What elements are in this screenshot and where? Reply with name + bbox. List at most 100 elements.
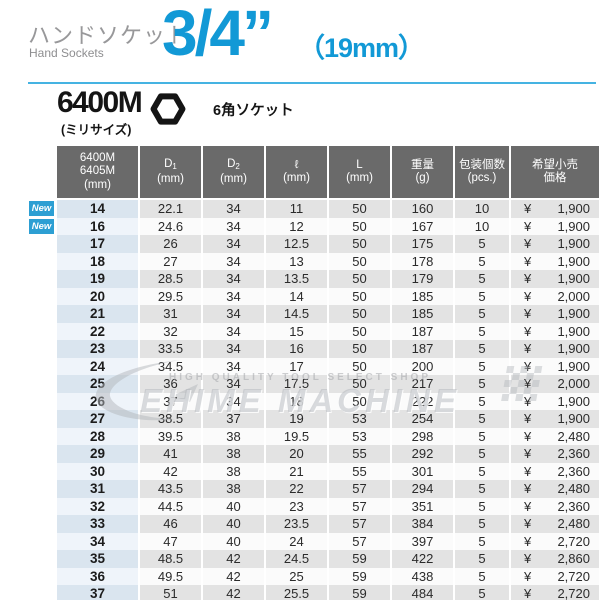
cell-d1: 37 (140, 392, 201, 410)
cell-pcs: 5 (455, 410, 509, 428)
cell-d2: 34 (203, 392, 264, 410)
cell-d2: 34 (203, 200, 264, 218)
cell-d2: 42 (203, 585, 264, 600)
cell-l: 13.5 (266, 270, 327, 288)
cell-size: 25 (57, 375, 138, 393)
cell-d2: 34 (203, 375, 264, 393)
cell-L: 50 (329, 287, 390, 305)
table-row-size-16: New 16 24.6 34 12 50 167 10 ¥1,900 (29, 217, 599, 235)
new-badge: New (29, 218, 54, 234)
cell-d1: 48.5 (140, 550, 201, 568)
cell-d2: 38 (203, 427, 264, 445)
column-header-weight: 重量 (g) (392, 146, 453, 198)
table-row-size-19: 19 28.5 34 13.5 50 179 5 ¥1,900 (57, 270, 599, 288)
cell-pcs: 5 (455, 515, 509, 533)
cell-price: ¥2,360 (511, 462, 599, 480)
cell-pcs: 5 (455, 305, 509, 323)
cell-d1: 27 (140, 252, 201, 270)
cell-price: ¥2,000 (511, 375, 599, 393)
cell-l: 23 (266, 497, 327, 515)
cell-price: ¥1,900 (511, 200, 599, 218)
table-row-size-34: 34 47 40 24 57 397 5 ¥2,720 (57, 532, 599, 550)
cell-pcs: 5 (455, 322, 509, 340)
new-badge: New (29, 201, 54, 216)
cell-weight: 187 (392, 322, 453, 340)
cell-l: 11 (266, 200, 327, 218)
cell-price: ¥1,900 (511, 252, 599, 270)
cell-l: 19 (266, 410, 327, 428)
column-header-d2: D2 (mm) (203, 146, 264, 198)
cell-L: 50 (329, 340, 390, 358)
cell-weight: 217 (392, 375, 453, 393)
cell-l: 13 (266, 252, 327, 270)
cell-l: 14 (266, 287, 327, 305)
cell-weight: 222 (392, 392, 453, 410)
table-header-row: 6400M 6405M (mm) D1 (mm) D2 (mm) ℓ (mm) L (mm) 重量 (g… (57, 146, 599, 198)
table-row-size-28: 28 39.5 38 19.5 53 298 5 ¥2,480 (57, 427, 599, 445)
cell-weight: 185 (392, 287, 453, 305)
drive-size-mm: （19mm） (298, 33, 425, 63)
cell-l: 23.5 (266, 515, 327, 533)
table-row-size-22: 22 32 34 15 50 187 5 ¥1,900 (57, 322, 599, 340)
page-title-english: Hand Sockets (29, 46, 104, 60)
cell-weight: 422 (392, 550, 453, 568)
cell-price: ¥1,900 (511, 235, 599, 253)
cell-pcs: 5 (455, 480, 509, 498)
cell-d1: 26 (140, 235, 201, 253)
cell-weight: 185 (392, 305, 453, 323)
cell-l: 25.5 (266, 585, 327, 600)
cell-L: 50 (329, 235, 390, 253)
table-row-size-23: 23 33.5 34 16 50 187 5 ¥1,900 (57, 340, 599, 358)
cell-d1: 41 (140, 445, 201, 463)
cell-weight: 484 (392, 585, 453, 600)
table-row-size-17: 17 26 34 12.5 50 175 5 ¥1,900 (57, 235, 599, 253)
cell-price: ¥2,360 (511, 445, 599, 463)
cell-d1: 22.1 (140, 200, 201, 218)
table-row-size-30: 30 42 38 21 55 301 5 ¥2,360 (57, 462, 599, 480)
cell-size: 19 (57, 270, 138, 288)
cell-L: 59 (329, 567, 390, 585)
cell-d1: 44.5 (140, 497, 201, 515)
cell-size: 29 (57, 445, 138, 463)
column-header-l-large: L (mm) (329, 146, 390, 198)
cell-size: 33 (57, 515, 138, 533)
cell-d2: 34 (203, 305, 264, 323)
cell-weight: 438 (392, 567, 453, 585)
cell-pcs: 5 (455, 585, 509, 600)
spec-table: 6400M 6405M (mm) D1 (mm) D2 (mm) ℓ (mm) L (mm) 重量 (g… (29, 146, 599, 600)
column-header-pcs: 包装個数 (pcs.) (455, 146, 509, 198)
cell-l: 22 (266, 480, 327, 498)
cell-L: 50 (329, 392, 390, 410)
cell-L: 50 (329, 305, 390, 323)
cell-d2: 38 (203, 462, 264, 480)
cell-pcs: 5 (455, 567, 509, 585)
cell-d2: 34 (203, 357, 264, 375)
cell-l: 24 (266, 532, 327, 550)
cell-d1: 33.5 (140, 340, 201, 358)
cell-d2: 37 (203, 410, 264, 428)
column-header-model: 6400M 6405M (mm) (57, 146, 138, 198)
cell-L: 50 (329, 270, 390, 288)
cell-price: ¥1,900 (511, 217, 599, 235)
cell-size: 26 (57, 392, 138, 410)
page-title-japanese: ハンドソケット (28, 23, 190, 48)
cell-l: 17.5 (266, 375, 327, 393)
cell-d1: 43.5 (140, 480, 201, 498)
table-row-size-32: 32 44.5 40 23 57 351 5 ¥2,360 (57, 497, 599, 515)
cell-L: 50 (329, 357, 390, 375)
cell-price: ¥2,360 (511, 497, 599, 515)
cell-size: 18 (57, 252, 138, 270)
cell-price: ¥1,900 (511, 340, 599, 358)
cell-price: ¥2,000 (511, 287, 599, 305)
cell-l: 17 (266, 357, 327, 375)
table-row-size-29: 29 41 38 20 55 292 5 ¥2,360 (57, 445, 599, 463)
cell-pcs: 5 (455, 532, 509, 550)
cell-weight: 254 (392, 410, 453, 428)
cell-d1: 39.5 (140, 427, 201, 445)
cell-pcs: 5 (455, 497, 509, 515)
drive-size-inches: 3/4” (162, 0, 274, 69)
cell-L: 50 (329, 252, 390, 270)
cell-L: 59 (329, 585, 390, 600)
cell-size: 24 (57, 357, 138, 375)
cell-weight: 178 (392, 252, 453, 270)
